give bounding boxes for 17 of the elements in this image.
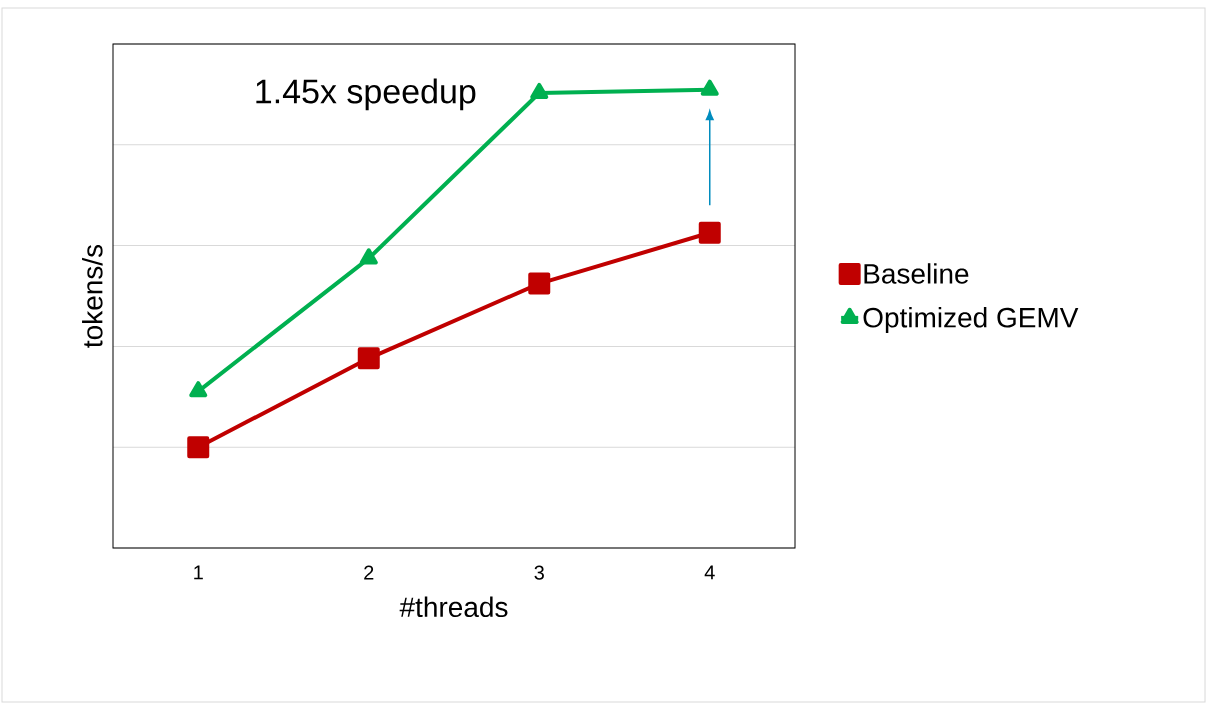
point (530, 82, 549, 100)
point (528, 272, 551, 295)
point (357, 347, 380, 370)
x-tick-label: 4 (704, 565, 715, 580)
point (189, 381, 208, 398)
legend-label: Baseline (864, 263, 969, 284)
point (359, 248, 378, 265)
point (187, 436, 210, 459)
x-tick-label: 3 (534, 565, 544, 580)
y-axis-title: tokens/s (82, 244, 103, 348)
legend-label: Optimized GEMV (863, 307, 1079, 334)
point (698, 221, 721, 244)
annotation: 1.45x speedup (256, 78, 476, 111)
x-tick-label: 2 (364, 565, 374, 580)
point (700, 79, 719, 96)
x-tick-label: 1 (194, 565, 203, 580)
x-axis-title: #threads (399, 596, 508, 618)
